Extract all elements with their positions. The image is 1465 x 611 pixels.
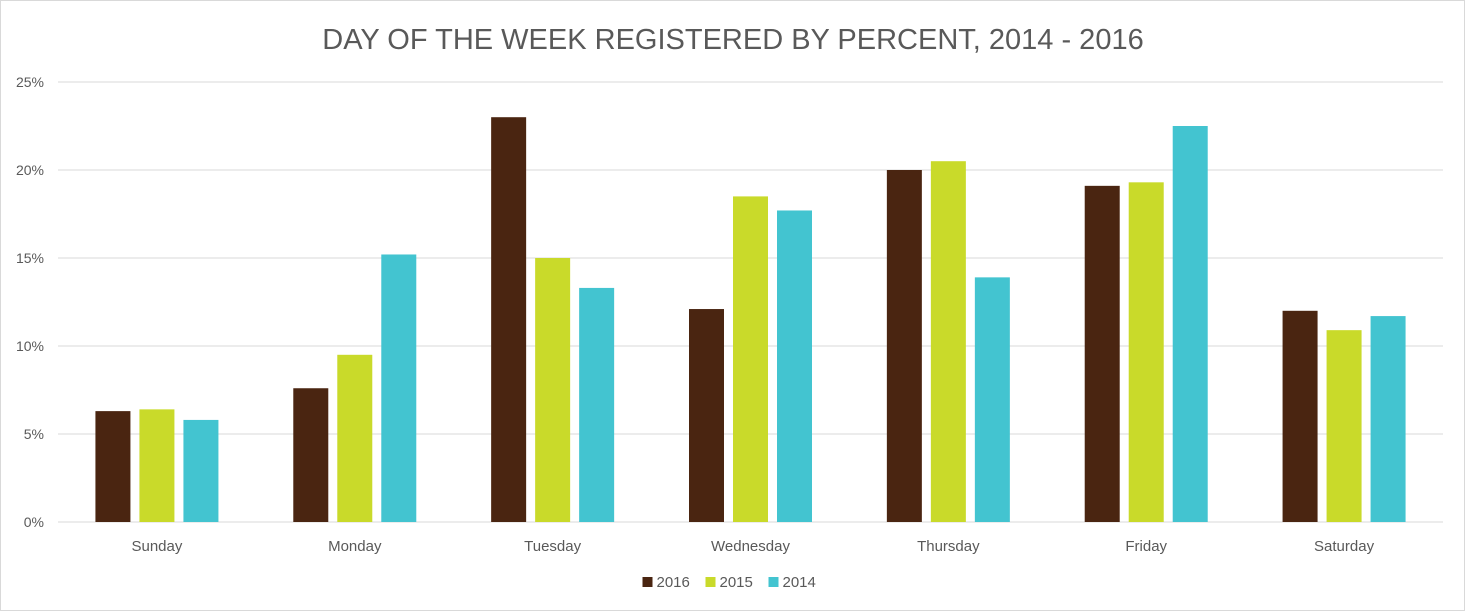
bar-friday-2015 — [1128, 182, 1164, 522]
bar-saturday-2014 — [1370, 316, 1406, 522]
bar-monday-2016 — [293, 388, 329, 522]
bar-tuesday-2016 — [491, 117, 527, 522]
bar-sunday-2014 — [183, 419, 219, 522]
y-tick-label: 10% — [16, 338, 44, 354]
bar-monday-2015 — [337, 354, 373, 522]
y-tick-label: 20% — [16, 162, 44, 178]
y-tick-label: 25% — [16, 74, 44, 90]
bar-monday-2014 — [381, 254, 417, 523]
x-category-label: Thursday — [917, 538, 980, 555]
bar-friday-2016 — [1084, 185, 1120, 522]
bar-thursday-2014 — [974, 277, 1010, 522]
legend-label: 2016 — [657, 574, 690, 591]
bar-friday-2014 — [1172, 126, 1208, 522]
x-category-label: Tuesday — [524, 538, 581, 555]
bar-sunday-2015 — [139, 409, 175, 522]
x-category-label: Wednesday — [711, 538, 790, 555]
bar-thursday-2015 — [930, 161, 966, 522]
bar-wednesday-2016 — [689, 309, 724, 522]
chart-title: DAY OF THE WEEK REGISTERED BY PERCENT, 2… — [322, 24, 1143, 56]
legend-swatch-2016 — [642, 577, 653, 587]
y-axis-ticks: 0% 5% 10% 15% 20% 25% — [16, 74, 44, 530]
bar-saturday-2016 — [1282, 310, 1318, 522]
bar-thursday-2016 — [886, 170, 922, 522]
y-tick-label: 0% — [24, 514, 44, 530]
y-tick-label: 15% — [16, 250, 44, 266]
x-category-label: Friday — [1125, 538, 1167, 555]
bar-tuesday-2015 — [535, 258, 571, 522]
x-axis-categories: Sunday Monday Tuesday Wednesday Thursday Frid… — [131, 538, 1374, 555]
x-category-label: Monday — [328, 538, 382, 555]
bars — [95, 117, 1406, 523]
x-category-label: Saturday — [1314, 538, 1375, 555]
legend-label: 2014 — [783, 574, 816, 591]
bar-tuesday-2014 — [579, 287, 615, 522]
legend: 2016 2015 2014 — [642, 574, 816, 591]
bar-wednesday-2015 — [733, 196, 768, 522]
bar-sunday-2016 — [95, 411, 131, 522]
x-category-label: Sunday — [131, 538, 182, 555]
legend-swatch-2015 — [705, 577, 716, 587]
bar-wednesday-2014 — [777, 210, 812, 523]
legend-label: 2015 — [720, 574, 753, 591]
legend-swatch-2014 — [768, 577, 779, 587]
bar-saturday-2015 — [1326, 330, 1362, 522]
y-tick-label: 5% — [24, 426, 44, 442]
